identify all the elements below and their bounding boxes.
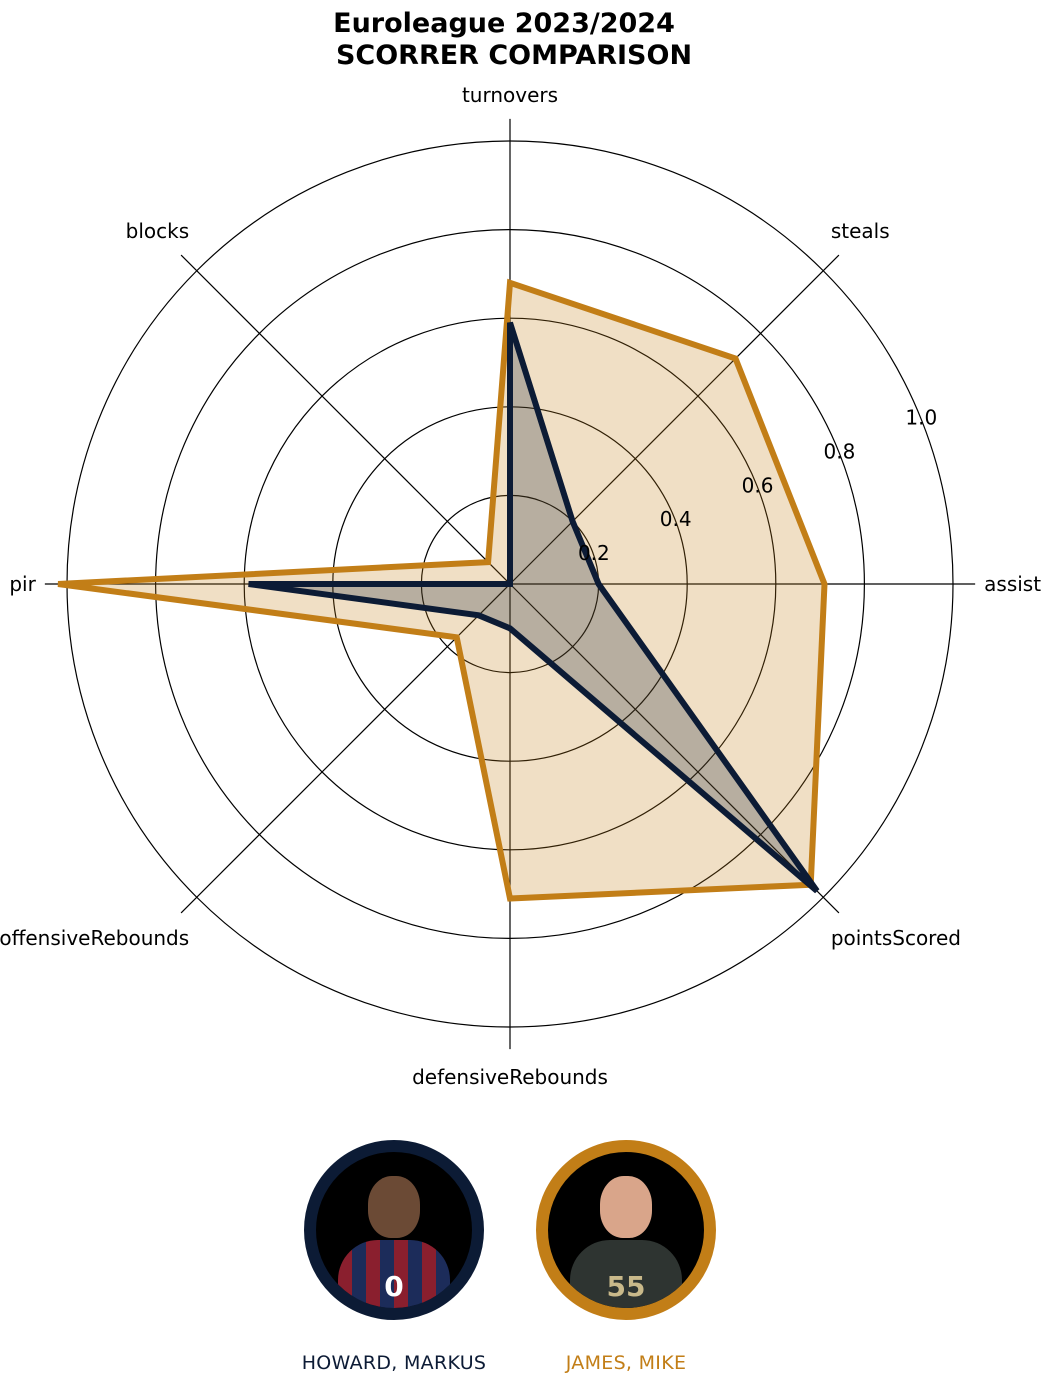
chart-title: Euroleague 2023/2024 SCORRER COMPARISON	[333, 8, 692, 71]
axis-label: pir	[9, 572, 36, 596]
axis-label: blocks	[126, 219, 190, 243]
radial-tick-label: 0.4	[660, 507, 692, 531]
axis-label: pointsScored	[831, 926, 961, 950]
player-name-howard: HOWARD, MARKUS	[301, 1352, 487, 1374]
axis-spoke	[509, 254, 840, 585]
jersey-number: 0	[384, 1270, 404, 1303]
player-photo-james: 55	[536, 1140, 716, 1320]
player-legend: 0 HOWARD, MARKUS 55 JAMES, MIKE	[0, 1140, 1041, 1388]
radial-tick-label: 0.8	[824, 439, 856, 463]
player-card-howard: 0 HOWARD, MARKUS	[274, 1140, 514, 1374]
radar-chart: Euroleague 2023/2024 SCORRER COMPARISON a…	[0, 8, 1041, 1089]
axis-spoke	[180, 254, 511, 585]
radial-tick-label: 0.6	[742, 473, 774, 497]
series-fill	[248, 322, 818, 892]
radar-series	[57, 278, 828, 902]
axis-label: turnovers	[462, 83, 558, 107]
radial-tick-labels: 0.2 0.4 0.6 0.8 1.0	[578, 405, 937, 565]
player-head	[368, 1176, 420, 1238]
jersey-number: 55	[606, 1270, 646, 1303]
player-photo-howard: 0	[304, 1140, 484, 1320]
player-head	[600, 1176, 652, 1238]
player-name-james: JAMES, MIKE	[565, 1352, 687, 1374]
axis-spoke	[509, 583, 840, 914]
axis-label: offensiveRebounds	[0, 926, 189, 950]
player-jersey	[570, 1240, 682, 1308]
player-card-james: 55 JAMES, MIKE	[506, 1140, 746, 1374]
axis-label: steals	[831, 219, 890, 243]
axis-label: defensiveRebounds	[412, 1065, 608, 1089]
radial-tick-label: 1.0	[905, 405, 937, 429]
series-line	[248, 321, 820, 894]
player-jersey	[338, 1240, 450, 1308]
series-line	[57, 278, 828, 902]
series-fill	[58, 282, 825, 899]
radial-tick-label: 0.2	[578, 541, 610, 565]
